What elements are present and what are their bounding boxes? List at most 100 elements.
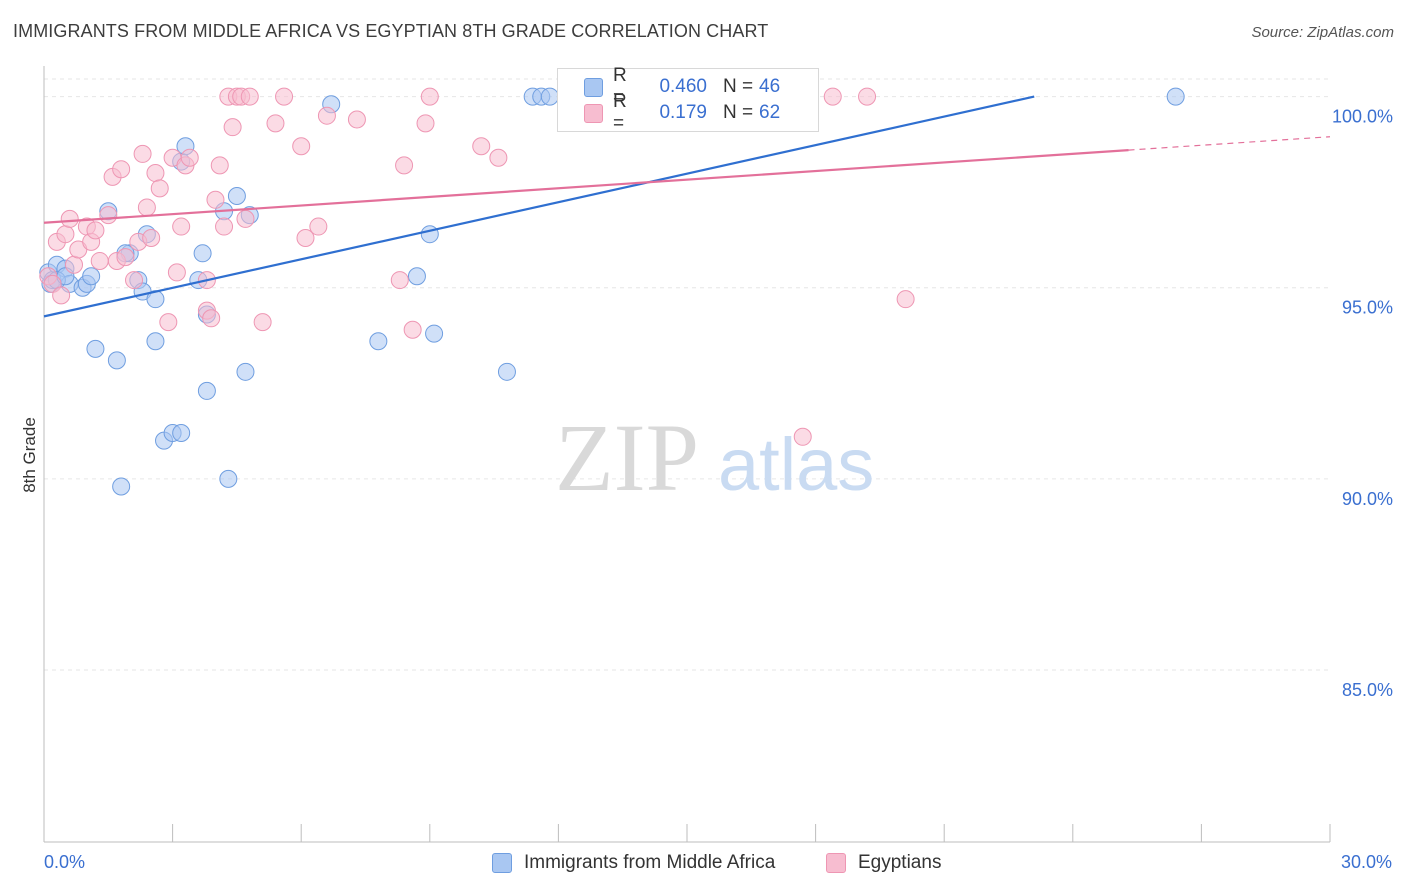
point-egyptians (159, 313, 178, 332)
y-tick-label: 100.0% (1332, 107, 1393, 127)
point-egyptians (150, 179, 169, 198)
point-middle-africa (82, 267, 101, 286)
series-swatch-pink (826, 853, 846, 873)
chart-title: IMMIGRANTS FROM MIDDLE AFRICA VS EGYPTIA… (13, 21, 769, 41)
legend-swatch-pink (584, 103, 603, 123)
point-egyptians (317, 106, 336, 125)
legend-row-middle-africa: R = 0.460 N = 46 (584, 65, 781, 108)
point-egyptians (116, 248, 135, 267)
point-middle-africa (219, 469, 238, 488)
point-egyptians (420, 87, 439, 106)
legend-r-label: R = (613, 91, 627, 134)
point-egyptians (172, 217, 191, 236)
point-egyptians (180, 148, 199, 167)
point-egyptians (390, 271, 409, 290)
watermark-zip: ZIP (555, 404, 699, 511)
y-tick-label: 90.0% (1342, 489, 1393, 509)
point-egyptians (125, 271, 144, 290)
point-middle-africa (172, 423, 191, 442)
legend-n-label: N = (723, 102, 754, 123)
data-points (39, 87, 1185, 496)
point-middle-africa (497, 362, 516, 381)
point-egyptians (823, 87, 842, 106)
point-egyptians (206, 190, 225, 209)
point-egyptians (292, 137, 311, 156)
x-tick-label-max: 30.0% (1340, 852, 1392, 872)
y-tick-label: 85.0% (1342, 680, 1393, 700)
point-egyptians (210, 156, 229, 175)
point-egyptians (90, 251, 109, 270)
legend-n-value: 46 (759, 76, 781, 97)
point-egyptians (202, 309, 221, 328)
point-middle-africa (146, 332, 165, 351)
point-egyptians (60, 209, 79, 228)
trend-lines (43, 95, 1331, 318)
point-egyptians (296, 229, 315, 248)
point-egyptians (347, 110, 366, 129)
point-egyptians (395, 156, 414, 175)
series-legend-item-egyptians[interactable]: Egyptians (826, 852, 941, 874)
point-egyptians (167, 263, 186, 282)
series-legend: Immigrants from Middle Africa Egyptians (0, 852, 1406, 876)
point-middle-africa (193, 244, 212, 263)
point-middle-africa (540, 87, 559, 106)
point-egyptians (858, 87, 877, 106)
point-egyptians (416, 114, 435, 133)
legend-r-value: 0.460 (659, 76, 707, 97)
point-middle-africa (369, 332, 388, 351)
correlation-legend: R = 0.460 N = 46 R = 0.179 N = 62 (557, 65, 819, 134)
legend-row-egyptians: R = 0.179 N = 62 (584, 91, 781, 134)
point-egyptians (472, 137, 491, 156)
series-swatch-blue (492, 853, 512, 873)
point-egyptians (489, 148, 508, 167)
point-egyptians (65, 255, 84, 274)
series-legend-label: Immigrants from Middle Africa (524, 852, 776, 873)
legend-n-value: 62 (759, 102, 781, 123)
point-egyptians (56, 225, 75, 244)
point-egyptians (236, 209, 255, 228)
point-egyptians (275, 87, 294, 106)
source-label: Source: ZipAtlas.com (1251, 24, 1394, 41)
point-middle-africa (407, 267, 426, 286)
series-legend-label: Egyptians (858, 852, 942, 873)
point-egyptians (309, 217, 328, 236)
point-middle-africa (420, 225, 439, 244)
point-middle-africa (227, 186, 246, 205)
point-middle-africa (107, 351, 126, 370)
point-egyptians (215, 217, 234, 236)
legend-swatch-blue (584, 77, 603, 97)
point-egyptians (86, 221, 105, 240)
point-egyptians (793, 427, 812, 446)
point-egyptians (240, 87, 259, 106)
x-tick-label-min: 0.0% (44, 852, 86, 872)
point-egyptians (133, 144, 152, 163)
legend-n-label: N = (723, 76, 754, 97)
axes (43, 66, 1331, 843)
y-tick-labels: 85.0% 90.0% 95.0% 100.0% (1332, 107, 1393, 700)
point-egyptians (896, 290, 915, 309)
point-egyptians (137, 198, 156, 217)
y-axis-label: 8th Grade (20, 417, 39, 493)
point-middle-africa (112, 477, 131, 496)
trend-line-egyptians (43, 149, 1129, 224)
point-middle-africa (236, 362, 255, 381)
point-egyptians (403, 320, 422, 339)
series-legend-item-middle-africa[interactable]: Immigrants from Middle Africa (492, 852, 775, 874)
point-egyptians (142, 229, 161, 248)
point-egyptians (99, 206, 118, 225)
point-middle-africa (86, 339, 105, 358)
point-middle-africa (1166, 87, 1185, 106)
point-egyptians (52, 286, 71, 305)
point-middle-africa (197, 381, 216, 400)
legend-r-value: 0.179 (659, 102, 707, 123)
point-egyptians (266, 114, 285, 133)
trend-line-egyptians-extension (1128, 136, 1331, 151)
trend-line-middle-africa (43, 95, 1035, 318)
point-egyptians (146, 164, 165, 183)
point-egyptians (223, 118, 242, 137)
y-tick-label: 95.0% (1342, 298, 1393, 318)
point-egyptians (253, 313, 272, 332)
legend-r-label: R = (613, 65, 627, 108)
point-egyptians (112, 160, 131, 179)
